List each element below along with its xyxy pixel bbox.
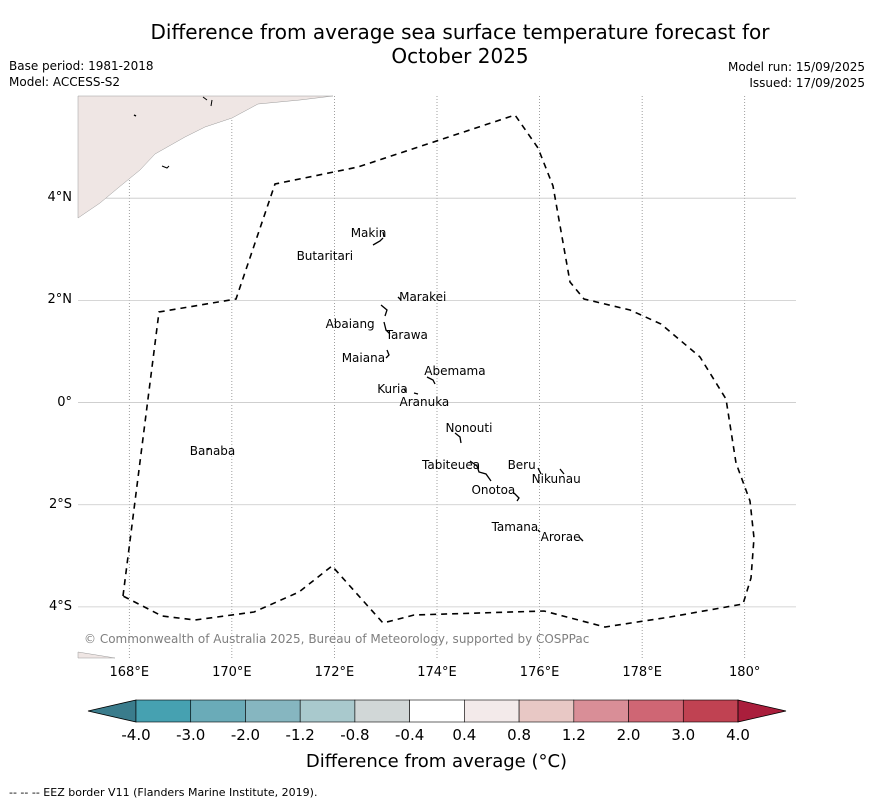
- land-coast-3: [133, 114, 137, 117]
- gridlines: [78, 96, 796, 658]
- colorbar-tick: -1.2: [285, 726, 315, 744]
- colorbar-tick: -0.4: [394, 726, 425, 744]
- colorbar-bin: [464, 699, 520, 723]
- colorbar-tick: 0.4: [452, 726, 477, 744]
- island-shape-makin: [382, 231, 385, 238]
- land-mass-north: [77, 95, 334, 219]
- model-run: Model run: 15/09/2025: [727, 60, 865, 74]
- island-shape-arorae: [578, 536, 584, 542]
- lon-tick-label: 176°E: [519, 665, 560, 680]
- island-shape-aranuka: [413, 392, 419, 395]
- eez-border: [122, 114, 755, 628]
- island-label-nonouti: Nonouti: [445, 420, 493, 435]
- island-shape-marakei: [397, 296, 402, 301]
- island-label-tarawa: Tarawa: [385, 328, 428, 343]
- island-label-arorae: Arorae: [540, 529, 581, 544]
- colorbar-tick: -0.8: [340, 726, 370, 744]
- island-shape-maiana: [385, 349, 390, 359]
- island-shape-tamana: [537, 529, 541, 533]
- colorbar-tick: 3.0: [671, 726, 696, 744]
- island-shape-onotoa: [513, 492, 520, 502]
- island-label-aranuka: Aranuka: [399, 394, 450, 409]
- colorbar: [87, 699, 787, 723]
- colorbar-tick: -4.0: [121, 726, 151, 744]
- colorbar-bin: [354, 699, 410, 723]
- eez-footnote: -- -- -- EEZ border V11 (Flanders Marine…: [9, 786, 318, 799]
- island-shape-nikunau: [559, 468, 565, 475]
- colorbar-bin: [135, 699, 192, 723]
- island-shape-kuria: [403, 388, 407, 393]
- island-label-tabiteuea: Tabiteuea: [422, 457, 481, 472]
- colorbar-extend-low: [87, 699, 137, 723]
- colorbar-bin: [573, 699, 629, 723]
- island-shape-abemama: [426, 376, 436, 385]
- lat-tick-label: 0°: [57, 394, 72, 410]
- colorbar-extend-high: [737, 699, 787, 723]
- island-shape-tabiteuea: [469, 460, 492, 482]
- meta-left: Base period: 1981-2018 Model: ACCESS-S2: [9, 58, 154, 90]
- colorbar-bin: [299, 699, 356, 723]
- island-label-maiana: Maiana: [341, 351, 386, 365]
- colorbar-tick: 1.2: [561, 726, 586, 744]
- land-mass-south: [77, 651, 116, 659]
- colorbar-title: Difference from average (°C): [305, 751, 568, 772]
- lat-tick-label: 2°N: [47, 292, 73, 308]
- island-shape-abaiang: [380, 304, 388, 317]
- lon-tick-label: 170°E: [212, 665, 252, 680]
- lon-tick-label: 178°E: [622, 665, 662, 680]
- meta-right: Model run: 15/09/2025 Issued: 17/09/2025: [728, 59, 865, 91]
- colorbar-bin: [190, 699, 246, 723]
- lat-tick-label: 4°N: [47, 190, 73, 206]
- issued-date: Issued: 17/09/2025: [749, 76, 865, 90]
- island-shapes: [207, 231, 584, 542]
- island-label-marakei: Marakei: [399, 290, 447, 305]
- colorbar-bin: [409, 699, 465, 723]
- colorbar-tick: 0.8: [507, 726, 532, 744]
- colorbar-bin: [245, 699, 301, 723]
- lon-tick-label: 172°E: [314, 665, 355, 680]
- land-layer: [77, 95, 334, 659]
- colorbar-bin: [628, 699, 684, 723]
- island-shape-nonouti: [454, 432, 462, 444]
- island-shape-butaritari: [372, 237, 384, 246]
- colorbar-bin: [518, 699, 575, 723]
- island-label-nikunau: Nikunau: [531, 471, 581, 486]
- island-label-banaba: Banaba: [189, 443, 236, 458]
- colorbar-tick: -2.0: [230, 726, 261, 744]
- colorbar-tick: 4.0: [726, 726, 750, 744]
- island-label-onotoa: Onotoa: [471, 482, 516, 497]
- island-label-beru: Beru: [507, 458, 536, 473]
- island-shape-banaba: [207, 447, 210, 451]
- copyright-notice: © Commonwealth of Australia 2025, Bureau…: [84, 632, 590, 646]
- lon-tick-label: 180°: [729, 665, 761, 680]
- island-label-abaiang: Abaiang: [325, 316, 375, 331]
- land-coast-1: [202, 96, 208, 101]
- colorbar-bin: [682, 699, 739, 723]
- colorbar-tick: 2.0: [616, 726, 641, 744]
- lat-tick-label: 4°S: [48, 598, 72, 614]
- colorbar-tick: -3.0: [176, 726, 206, 744]
- land-coast-4: [161, 165, 170, 169]
- island-shape-beru: [537, 467, 542, 475]
- island-label-butaritari: Butaritari: [296, 249, 354, 264]
- island-label-abemama: Abemama: [424, 364, 486, 379]
- island-shape-tarawa: [383, 321, 391, 335]
- map-title: Difference from average sea surface temp…: [150, 20, 770, 68]
- lon-tick-label: 174°E: [417, 665, 457, 680]
- lon-tick-label: 168°E: [109, 665, 150, 680]
- island-label-kuria: Kuria: [377, 382, 408, 397]
- lat-tick-label: 2°S: [48, 496, 72, 512]
- colorbar-tick-labels: -4.0 -3.0 -2.0 -1.2 -0.8 -0.4 0.4 0.8 1.2 2.0 3.0 4…: [0, 726, 873, 746]
- model-name: Model: ACCESS-S2: [9, 75, 121, 89]
- island-label-tamana: Tamana: [491, 520, 539, 535]
- base-period: Base period: 1981-2018: [9, 59, 154, 73]
- land-coast-2: [210, 99, 213, 107]
- island-label-makin: Makin: [350, 225, 387, 240]
